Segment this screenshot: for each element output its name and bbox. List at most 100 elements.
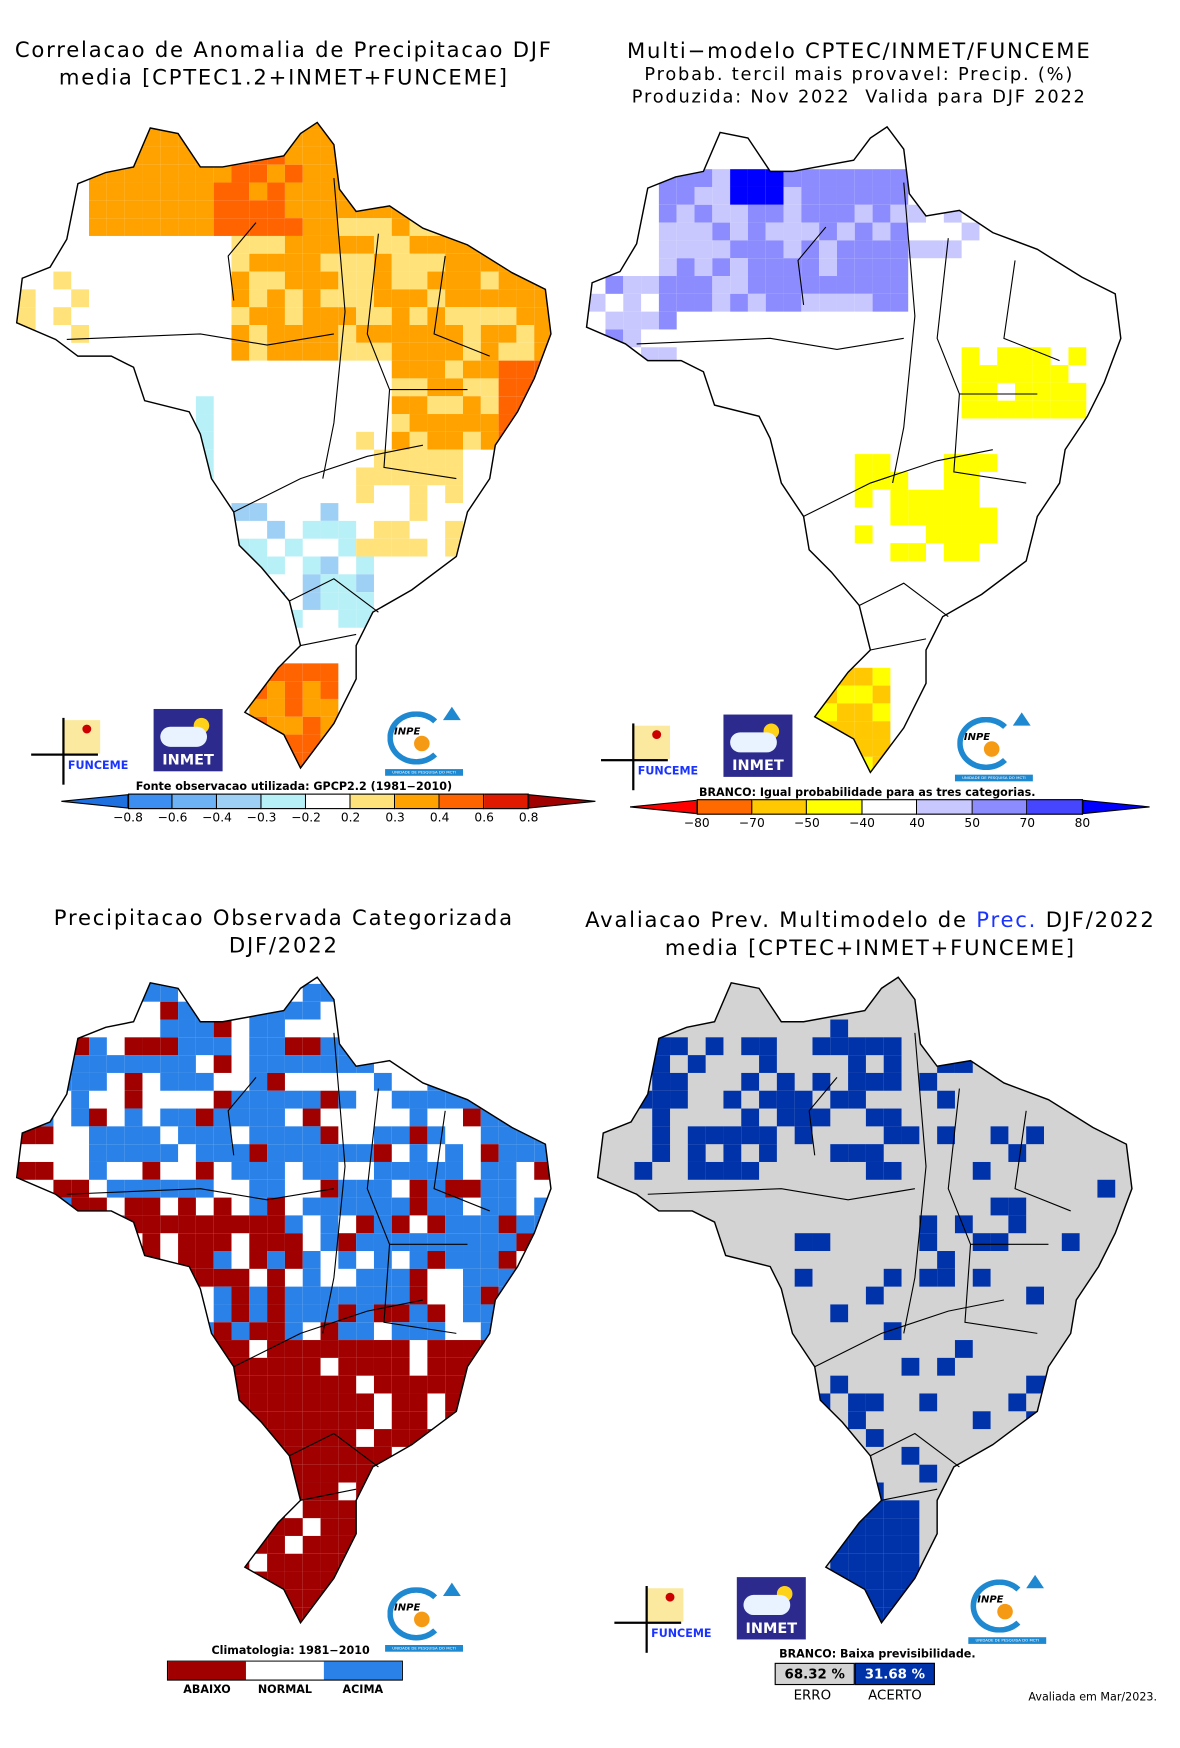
grid-cell <box>320 182 339 201</box>
grid-cell <box>35 1482 54 1501</box>
grid-cell <box>658 240 677 259</box>
grid-cell <box>124 1411 143 1430</box>
grid-cell <box>1133 1180 1149 1198</box>
grid-cell <box>498 1144 517 1162</box>
grid-cell <box>445 218 464 236</box>
grid-cell <box>16 1126 18 1145</box>
grid-cell <box>391 1126 410 1145</box>
grid-cell <box>284 1446 303 1465</box>
grid-cell <box>124 1055 143 1073</box>
grid-cell <box>232 1625 250 1643</box>
grid-cell <box>302 1535 321 1554</box>
grid-cell <box>990 1233 1009 1252</box>
grid-cell <box>195 1233 214 1252</box>
grid-cell <box>267 164 285 183</box>
grid-cell <box>249 1518 268 1536</box>
grid-cell <box>997 365 1016 383</box>
grid-cell <box>872 186 891 205</box>
grid-cell <box>961 454 980 472</box>
grid-cell <box>302 1446 321 1465</box>
grid-cell <box>830 1090 849 1109</box>
grid-cell <box>552 1554 568 1572</box>
grid-cell <box>106 182 125 201</box>
grid-cell <box>106 1535 125 1554</box>
grid-cell <box>249 1233 268 1252</box>
grid-cell <box>391 1304 410 1323</box>
grid-cell <box>872 721 891 740</box>
grid-cell <box>812 1429 831 1447</box>
grid-cell <box>534 1108 551 1127</box>
grid-cell <box>231 1375 250 1394</box>
grid-cell <box>552 147 568 165</box>
grid-cell <box>534 1357 551 1376</box>
colorbar-tick: −50 <box>794 815 820 831</box>
grid-cell <box>356 1268 374 1287</box>
grid-cell <box>53 1340 72 1358</box>
grid-cell <box>267 129 285 147</box>
grid-cell <box>534 1429 551 1447</box>
grid-cell <box>391 1161 410 1180</box>
grid-cell <box>16 1607 18 1623</box>
grid-cell <box>320 253 339 272</box>
grid-cell <box>534 431 551 450</box>
grid-cell <box>71 1251 90 1269</box>
grid-cell <box>178 1464 196 1483</box>
grid-cell <box>106 1446 125 1465</box>
forecast-note: BRANCO: Igual probabilidade para as tres… <box>698 786 1036 800</box>
grid-cell <box>919 1464 938 1483</box>
grid-cell <box>106 1607 125 1623</box>
grid-cell <box>124 1126 143 1145</box>
correlation-colorbar: −0.8 −0.6 −0.4 −0.3 −0.2 0.2 0.3 0.4 0.6 0.8 <box>61 793 596 825</box>
grid-cell <box>409 1108 428 1127</box>
colorbar-tick: 0.3 <box>385 810 405 825</box>
grid-cell <box>320 1535 339 1554</box>
grid-cell <box>195 146 214 165</box>
grid-cell <box>160 1019 179 1038</box>
grid-cell <box>480 1037 499 1056</box>
grid-cell <box>463 1553 481 1572</box>
grid-cell <box>516 396 535 415</box>
grid-cell <box>409 414 428 432</box>
grid-cell <box>427 396 446 415</box>
grid-cell <box>979 169 998 187</box>
grid-cell <box>89 1144 107 1162</box>
grid-cell <box>445 271 464 290</box>
grid-cell <box>213 1144 232 1162</box>
grid-cell <box>249 1393 268 1412</box>
grid-cell <box>883 1322 902 1341</box>
grid-cell <box>1115 977 1132 984</box>
grid-cell <box>17 1553 36 1572</box>
grid-cell <box>267 1464 285 1483</box>
grid-cell <box>427 1553 446 1572</box>
grid-cell <box>534 1393 551 1412</box>
grid-cell <box>178 182 196 201</box>
grid-cell <box>427 324 446 343</box>
grid-cell <box>552 1037 568 1055</box>
grid-cell <box>71 1589 90 1608</box>
grid-cell <box>373 1482 392 1501</box>
grid-cell <box>409 1037 428 1056</box>
grid-cell <box>670 1340 688 1358</box>
grid-cell <box>178 1535 196 1554</box>
grid-cell <box>498 1233 517 1252</box>
grid-cell <box>463 1518 481 1536</box>
grid-cell <box>267 1500 285 1519</box>
grid-cell <box>249 574 268 593</box>
grid-cell <box>267 556 285 575</box>
grid-cell <box>552 378 568 396</box>
grid-cell <box>249 681 268 699</box>
grid-cell <box>142 1375 161 1394</box>
grid-cell <box>249 218 268 236</box>
grid-cell <box>391 1375 410 1394</box>
grid-cell <box>249 1215 268 1234</box>
grid-cell <box>302 1037 321 1056</box>
grid-cell <box>498 1607 517 1623</box>
grid-cell <box>231 977 250 984</box>
grid-cell <box>534 1446 551 1465</box>
grid-cell <box>598 1429 617 1447</box>
grid-cell <box>516 360 535 379</box>
grid-cell <box>890 186 909 205</box>
grid-cell <box>391 1340 410 1358</box>
grid-cell <box>463 983 481 1002</box>
grid-cell <box>747 276 766 294</box>
